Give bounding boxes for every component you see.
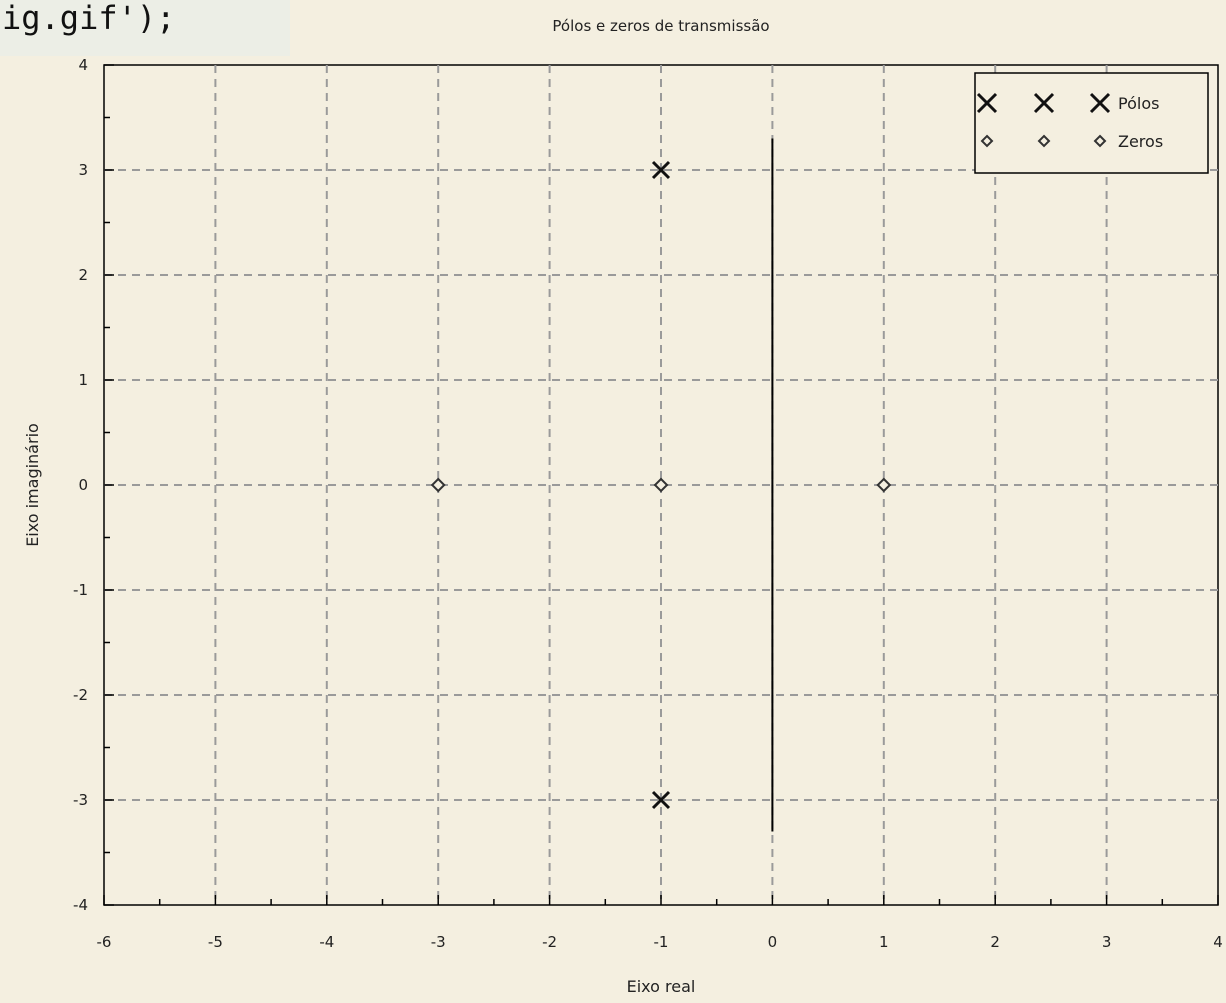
x-tick-label: 3 bbox=[1102, 933, 1112, 951]
y-tick-label: 4 bbox=[78, 56, 88, 74]
legend: Pólos Zeros bbox=[975, 73, 1208, 173]
y-tick-label: 3 bbox=[78, 161, 88, 179]
y-tick-label: -2 bbox=[73, 686, 88, 704]
x-tick-label: -1 bbox=[654, 933, 669, 951]
x-tick-label: 0 bbox=[768, 933, 778, 951]
y-tick-label: 0 bbox=[78, 476, 88, 494]
y-tick-label: -4 bbox=[73, 896, 88, 914]
x-tick-label: -2 bbox=[542, 933, 557, 951]
chart-title: Pólos e zeros de transmissão bbox=[552, 17, 769, 35]
x-tick-label: 2 bbox=[990, 933, 1000, 951]
legend-label: Pólos bbox=[1118, 94, 1159, 113]
x-tick-label: -3 bbox=[431, 933, 446, 951]
x-tick-label: 1 bbox=[879, 933, 889, 951]
legend-label: Zeros bbox=[1118, 132, 1163, 151]
x-tick-labels: -6 -5 -4 -3 -2 -1 0 1 2 3 4 bbox=[97, 933, 1223, 951]
y-tick-label: -3 bbox=[73, 791, 88, 809]
y-axis-title: Eixo imaginário bbox=[23, 423, 42, 547]
x-axis-title: Eixo real bbox=[627, 977, 696, 996]
x-tick-label: -6 bbox=[97, 933, 112, 951]
y-tick-label: 1 bbox=[78, 371, 88, 389]
y-tick-label: -1 bbox=[73, 581, 88, 599]
legend-box bbox=[975, 73, 1208, 173]
x-tick-label: -5 bbox=[208, 933, 223, 951]
x-tick-label: 4 bbox=[1213, 933, 1223, 951]
x-tick-label: -4 bbox=[319, 933, 334, 951]
y-tick-labels: -4 -3 -2 -1 0 1 2 3 4 bbox=[73, 56, 88, 914]
y-tick-label: 2 bbox=[78, 266, 88, 284]
